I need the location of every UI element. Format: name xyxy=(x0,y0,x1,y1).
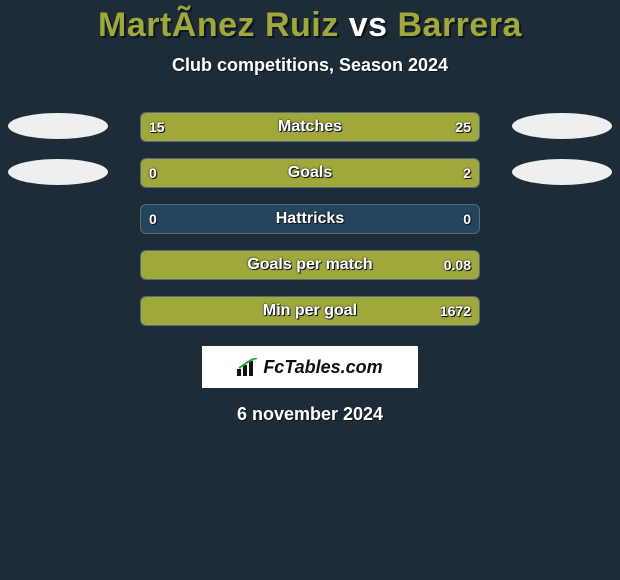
stat-row: 0 2 Goals xyxy=(0,158,620,186)
comparison-infographic: MartÃ­nez Ruiz vs Barrera Club competiti… xyxy=(0,0,620,580)
stat-row: 0 0 Hattricks xyxy=(0,204,620,232)
vs-text: vs xyxy=(349,6,388,44)
team-ellipse-right xyxy=(512,113,612,139)
logo-text: FcTables.com xyxy=(263,357,382,378)
date-text: 6 november 2024 xyxy=(0,404,620,425)
stat-bar: 1672 Min per goal xyxy=(140,296,480,326)
team-ellipse-left xyxy=(8,159,108,185)
stat-bar: 15 25 Matches xyxy=(140,112,480,142)
stat-bar: 0 0 Hattricks xyxy=(140,204,480,234)
stat-row: 0.08 Goals per match xyxy=(0,250,620,278)
logo: FcTables.com xyxy=(237,357,382,378)
player2-name: Barrera xyxy=(397,6,521,44)
subtitle: Club competitions, Season 2024 xyxy=(0,55,620,76)
stat-label: Min per goal xyxy=(141,297,479,325)
team-ellipse-left xyxy=(8,113,108,139)
player1-name: MartÃ­nez Ruiz xyxy=(98,6,339,44)
stat-row: 1672 Min per goal xyxy=(0,296,620,324)
stat-bar: 0 2 Goals xyxy=(140,158,480,188)
stat-label: Goals per match xyxy=(141,251,479,279)
stat-row: 15 25 Matches xyxy=(0,112,620,140)
chart-icon xyxy=(237,358,259,376)
stat-label: Hattricks xyxy=(141,205,479,233)
stat-label: Goals xyxy=(141,159,479,187)
team-ellipse-right xyxy=(512,159,612,185)
page-title: MartÃ­nez Ruiz vs Barrera xyxy=(0,0,620,45)
stat-label: Matches xyxy=(141,113,479,141)
comparison-rows: 15 25 Matches 0 2 Goals 0 xyxy=(0,112,620,324)
stat-bar: 0.08 Goals per match xyxy=(140,250,480,280)
logo-box: FcTables.com xyxy=(202,346,418,388)
